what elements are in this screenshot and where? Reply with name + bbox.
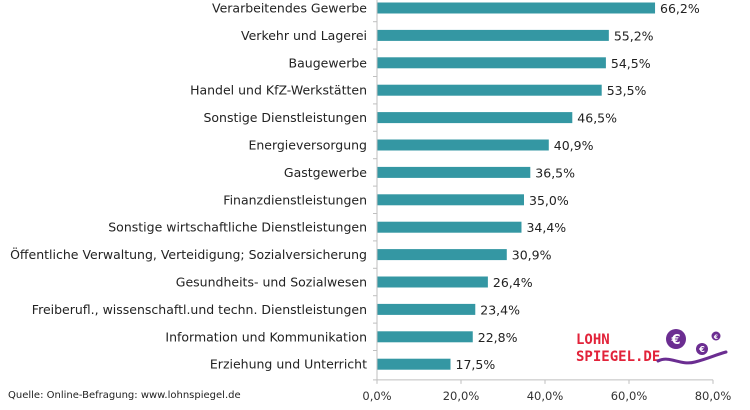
category-label: Verkehr und Lagerei: [241, 28, 367, 43]
source-note: Quelle: Online-Befragung: www.lohnspiege…: [8, 390, 241, 401]
bar: [377, 84, 602, 96]
lohnspiegel-logo: LOHN SPIEGEL.DE € € €: [576, 329, 728, 365]
bar: [377, 166, 531, 178]
category-label: Verarbeitendes Gewerbe: [212, 1, 367, 16]
bar: [377, 221, 522, 233]
data-label: 36,5%: [535, 165, 575, 180]
bar: [377, 29, 609, 41]
bar: [377, 2, 656, 14]
bars-group: Verarbeitendes Gewerbe 66,2% Verkehr und L…: [10, 1, 700, 373]
bar: [377, 303, 476, 315]
data-label: 17,5%: [456, 357, 496, 372]
category-label: Baugewerbe: [289, 55, 368, 70]
data-label: 40,9%: [554, 138, 594, 153]
category-label: Erziehung und Unterricht: [210, 357, 367, 372]
logo-text-line2: SPIEGEL.DE: [576, 349, 660, 365]
category-label: Sonstige wirtschaftliche Dienstleistunge…: [108, 220, 367, 235]
data-label: 26,4%: [493, 275, 533, 290]
bar: [377, 57, 606, 69]
x-axis: 0,0% 20,0% 40,0% 60,0% 80,0%: [362, 0, 731, 403]
x-tick-label: 60,0%: [611, 389, 648, 403]
data-label: 46,5%: [577, 111, 617, 126]
svg-text:€: €: [670, 333, 680, 348]
data-label: 30,9%: [512, 248, 552, 263]
data-label: 34,4%: [526, 220, 566, 235]
bar: [377, 139, 549, 151]
data-label: 55,2%: [614, 28, 654, 43]
bar: [377, 358, 451, 370]
bar: [377, 194, 524, 206]
category-label: Sonstige Dienstleistungen: [203, 110, 367, 125]
x-tick-label: 0,0%: [362, 389, 391, 403]
svg-text:€: €: [698, 345, 705, 354]
category-label: Öffentliche Verwaltung, Verteidigung; So…: [10, 246, 367, 262]
bar: [377, 249, 507, 261]
data-label: 53,5%: [607, 83, 647, 98]
data-label: 23,4%: [480, 302, 520, 317]
logo-text-line1: LOHN: [576, 332, 610, 348]
x-tick-label: 80,0%: [695, 389, 732, 403]
bar: [377, 276, 488, 288]
svg-text:€: €: [713, 334, 718, 341]
data-label: 54,5%: [611, 56, 651, 71]
data-label: 35,0%: [529, 193, 569, 208]
category-label: Handel und KfZ-Werkstätten: [190, 83, 367, 98]
bar: [377, 112, 573, 124]
category-label: Freiberufl., wissenschaftl.und techn. Di…: [32, 302, 367, 317]
bar: [377, 331, 473, 343]
category-label: Finanzdienstleistungen: [223, 192, 367, 207]
category-label: Energieversorgung: [248, 138, 367, 153]
category-label: Information und Kommunikation: [165, 329, 367, 344]
euro-coins-icon: € € €: [656, 329, 728, 365]
category-label: Gesundheits- und Sozialwesen: [176, 275, 367, 290]
x-tick-label: 40,0%: [527, 389, 564, 403]
data-label: 22,8%: [478, 330, 518, 345]
x-tick-label: 20,0%: [443, 389, 480, 403]
data-label: 66,2%: [660, 1, 700, 16]
category-label: Gastgewerbe: [284, 165, 367, 180]
